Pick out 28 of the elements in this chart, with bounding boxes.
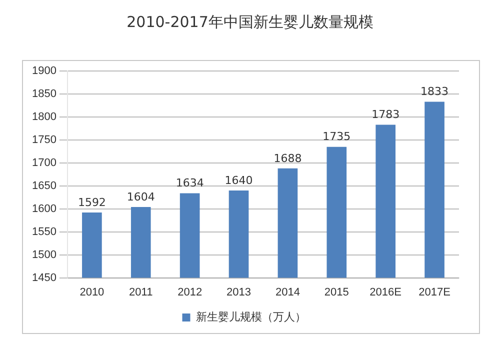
x-tick-label: 2010: [80, 286, 104, 298]
y-tick-label: 1900: [32, 65, 56, 78]
x-tick-label: 2011: [129, 286, 153, 298]
data-label: 1783: [372, 108, 400, 122]
y-tick-label: 1600: [32, 202, 56, 215]
data-label: 1634: [176, 176, 204, 190]
legend-label: 新生婴儿规模（万人）: [196, 310, 306, 324]
y-tick-label: 1550: [32, 226, 56, 238]
x-tick-label: 2017E: [418, 286, 450, 298]
x-tick-label: 2013: [226, 286, 252, 298]
y-tick-label: 1500: [32, 248, 56, 261]
data-label: 1735: [322, 130, 351, 144]
y-tick-label: 1750: [32, 134, 56, 146]
x-tick-label: 2016E: [370, 286, 402, 298]
x-tick-label: 2012: [178, 286, 202, 298]
chart-title: 2010-2017年中国新生婴儿数量规模: [126, 12, 374, 33]
y-tick-label: 1650: [32, 180, 56, 192]
data-label: 1688: [274, 152, 302, 165]
y-tick-label: 1700: [32, 156, 56, 169]
y-tick-label: 1800: [32, 110, 56, 123]
x-tick-label: 2014: [275, 286, 300, 298]
y-tick-label: 1450: [32, 272, 56, 284]
data-label: 1640: [224, 174, 253, 187]
data-label: 1592: [78, 196, 106, 209]
x-tick-label: 2015: [324, 286, 349, 298]
y-tick-label: 1850: [32, 88, 56, 100]
data-label: 1604: [126, 190, 155, 204]
data-label: 1833: [420, 85, 449, 98]
